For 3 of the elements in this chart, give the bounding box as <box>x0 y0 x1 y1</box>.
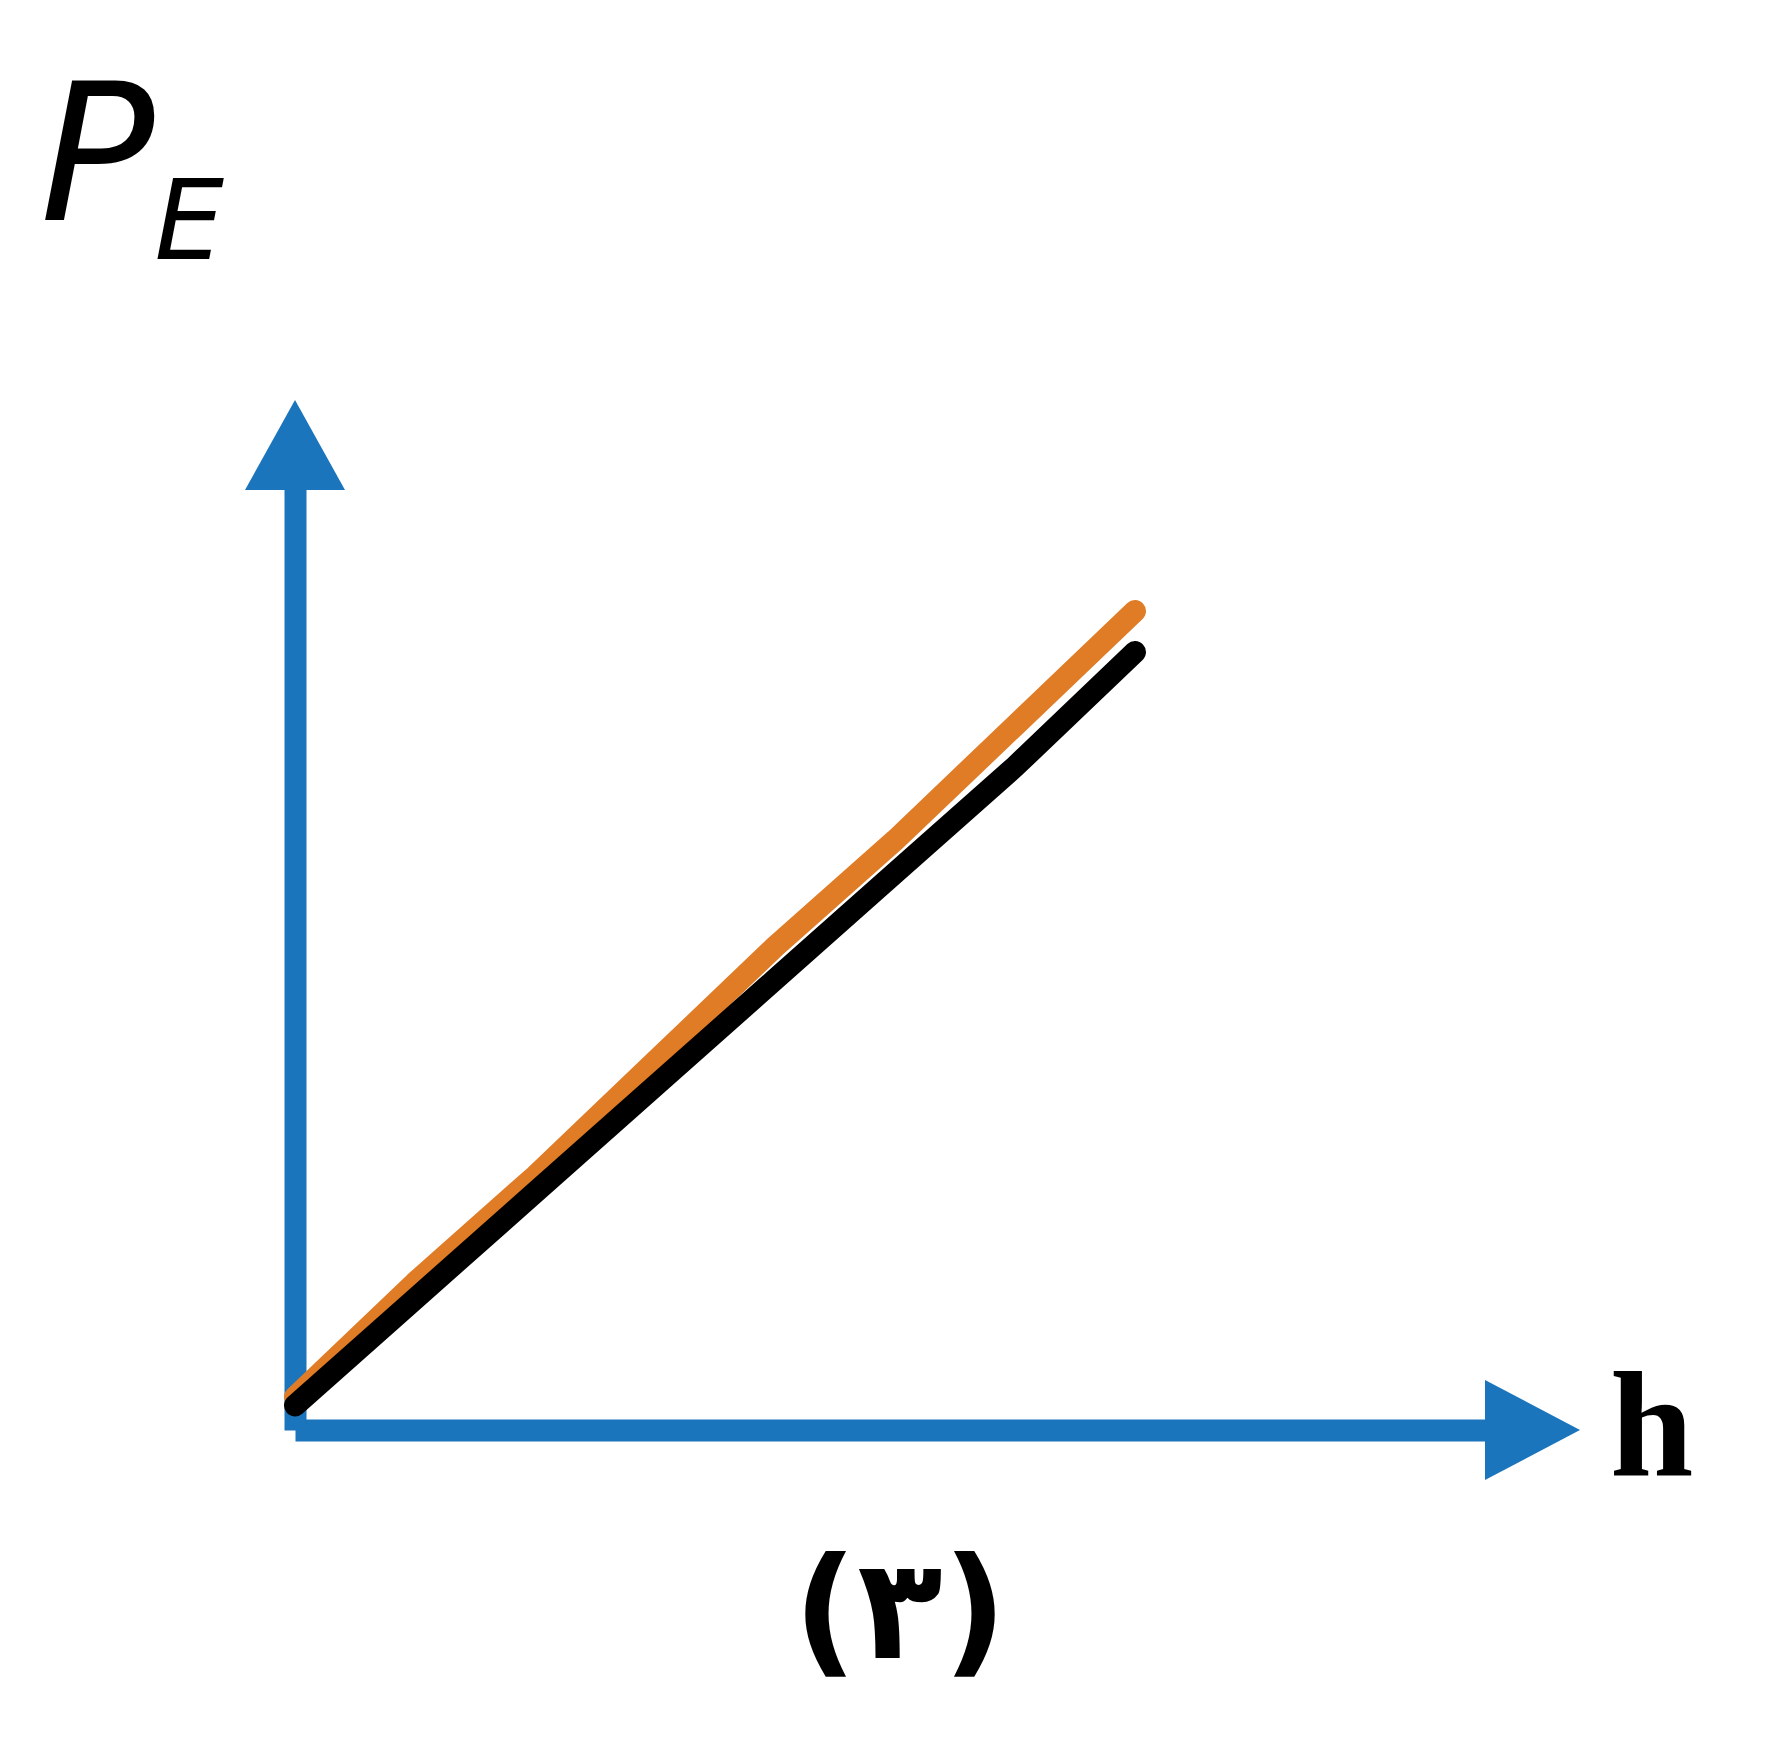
y-axis-title: P$_{E}$ <box>40 44 225 285</box>
x-axis-title: h <box>1610 1342 1694 1508</box>
text: (۳) <box>792 1528 1008 1691</box>
